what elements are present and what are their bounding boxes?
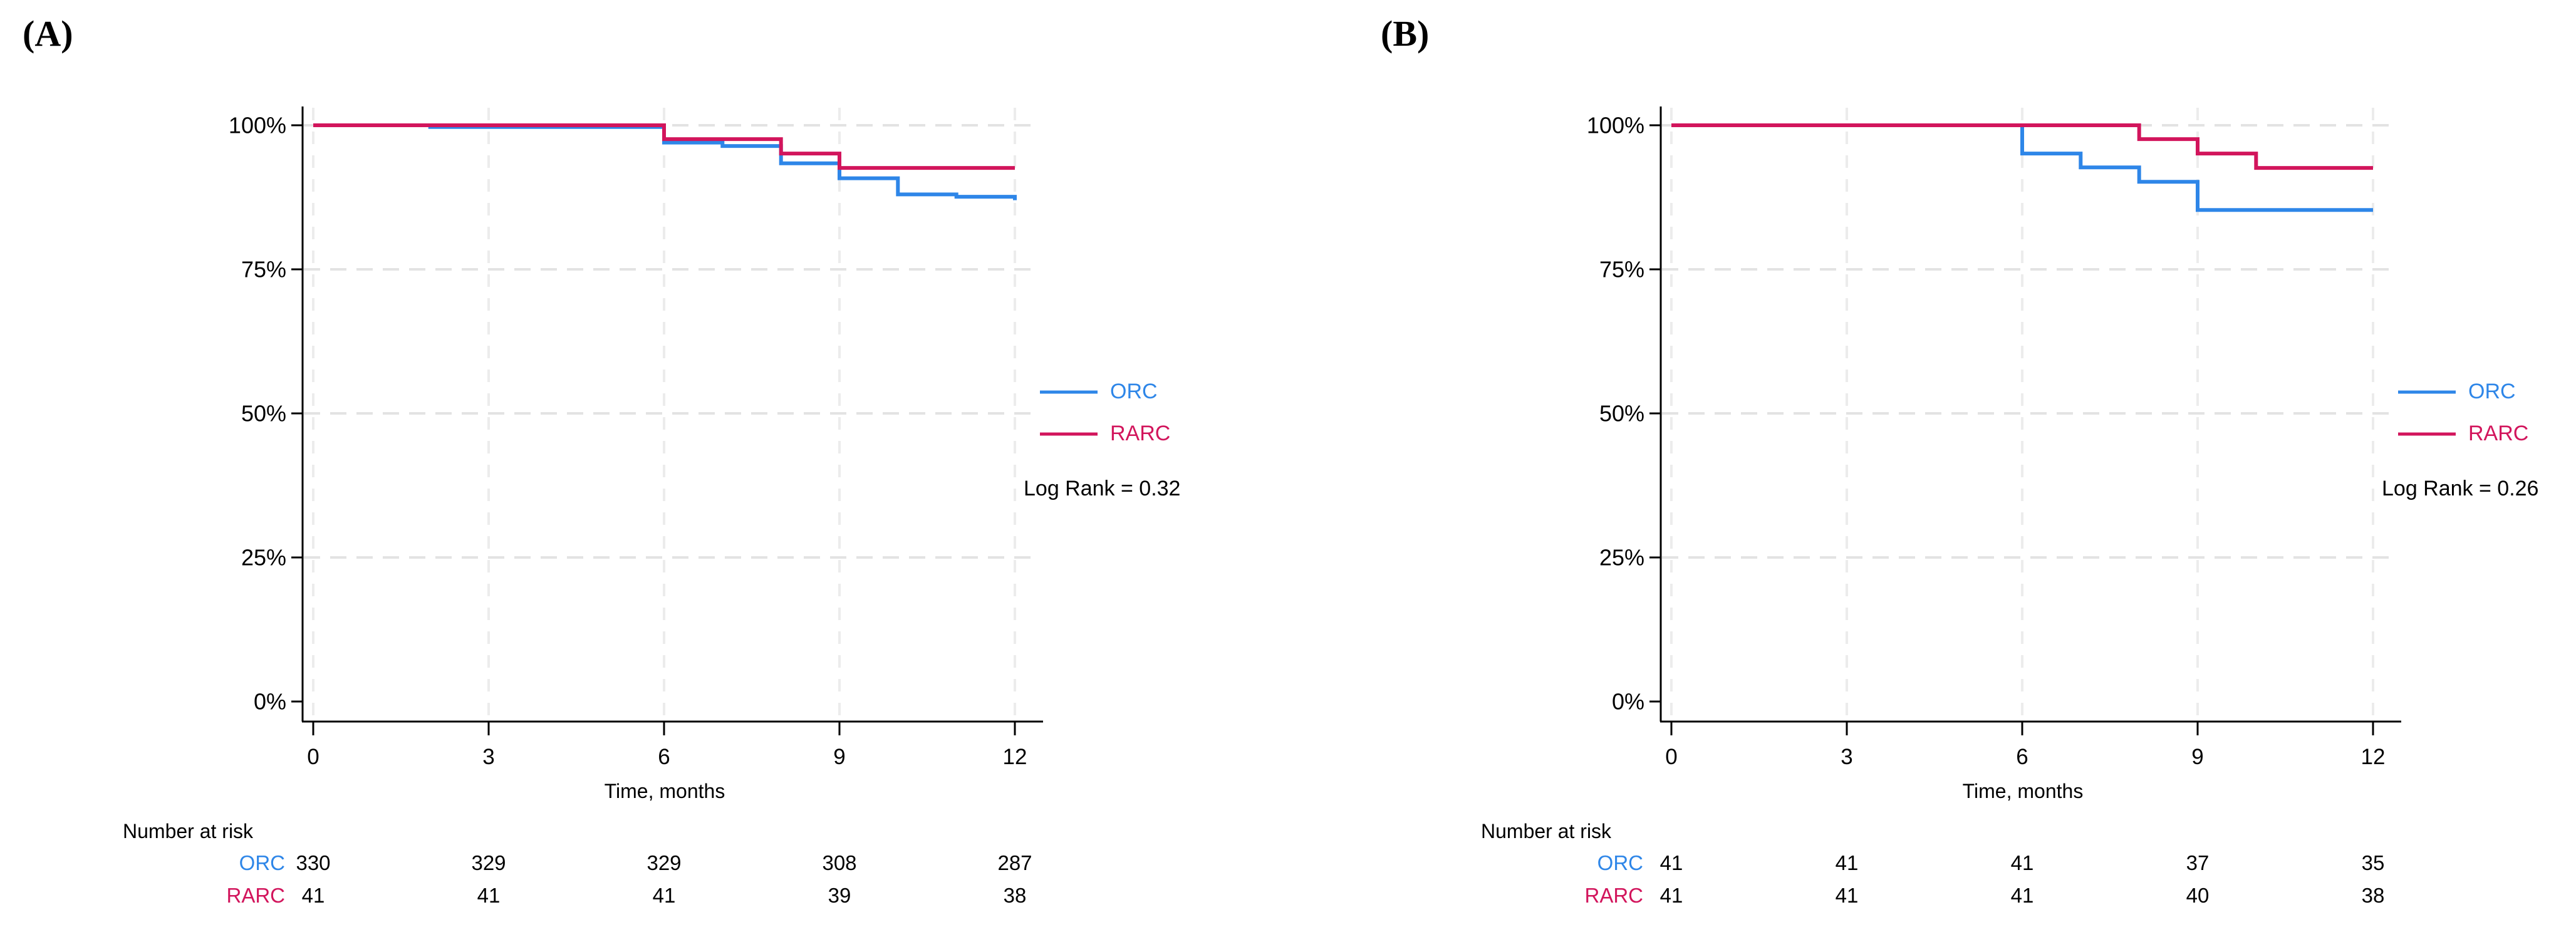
- x-tick-label: 0: [307, 745, 319, 769]
- legend-label-rarc-a: RARC: [1110, 422, 1171, 445]
- risk-count-orc-b: 41: [1835, 851, 1859, 874]
- risk-count-orc-b: 37: [2186, 851, 2210, 874]
- y-tick-label: 50%: [1599, 401, 1644, 427]
- km-plot-b: 0% 25% 50% 75% 100% 0 3 6 9 12: [1587, 106, 2456, 769]
- km-plot-a: 0% 25% 50% 75% 100% 0 3 6 9 12: [229, 106, 1098, 769]
- x-tick-label: 9: [833, 745, 845, 769]
- y-tick-label: 100%: [229, 113, 286, 138]
- risk-count-rarc-b: 41: [2010, 884, 2034, 907]
- x-tick-label: 3: [482, 745, 494, 769]
- risk-count-rarc-a: 41: [477, 884, 501, 907]
- risk-count-rarc-b: 41: [1835, 884, 1859, 907]
- risk-count-rarc-a: 41: [652, 884, 676, 907]
- risk-row-label-rarc-b: RARC: [1584, 884, 1643, 907]
- x-axis-title-a: Time, months: [604, 780, 725, 802]
- risk-row-label-rarc-a: RARC: [226, 884, 285, 907]
- y-tick-label: 0%: [254, 689, 286, 715]
- km-curve-rarc-b: [1671, 123, 2373, 170]
- risk-count-rarc-a: 39: [828, 884, 851, 907]
- risk-table-title-a: Number at risk: [123, 820, 254, 842]
- legend-label-orc-b: ORC: [2468, 380, 2516, 403]
- risk-table-title-b: Number at risk: [1481, 820, 1612, 842]
- x-tick-label: 0: [1665, 745, 1677, 769]
- risk-count-rarc-b: 38: [2361, 884, 2385, 907]
- risk-count-rarc-a: 41: [301, 884, 325, 907]
- y-tick-label: 100%: [1587, 113, 1644, 138]
- risk-row-label-orc-a: ORC: [239, 851, 285, 874]
- panel-b-label: (B): [1381, 13, 1430, 54]
- risk-count-orc-b: 35: [2361, 851, 2385, 874]
- x-tick-label: 6: [658, 745, 670, 769]
- risk-count-rarc-b: 40: [2186, 884, 2210, 907]
- risk-count-rarc-a: 38: [1003, 884, 1027, 907]
- y-tick-label: 25%: [1599, 545, 1644, 571]
- risk-count-orc-b: 41: [2010, 851, 2034, 874]
- log-rank-b: Log Rank = 0.26: [2382, 477, 2539, 500]
- risk-count-orc-a: 287: [997, 851, 1032, 874]
- risk-count-orc-a: 329: [647, 851, 682, 874]
- y-tick-label: 25%: [241, 545, 286, 571]
- x-tick-label: 12: [1003, 745, 1027, 769]
- y-tick-label: 50%: [241, 401, 286, 427]
- x-tick-label: 9: [2191, 745, 2203, 769]
- panel-a-label: (A): [23, 13, 73, 54]
- legend-label-orc-a: ORC: [1110, 380, 1158, 403]
- x-tick-label: 12: [2361, 745, 2386, 769]
- log-rank-a: Log Rank = 0.32: [1024, 477, 1181, 500]
- x-tick-label: 3: [1841, 745, 1852, 769]
- risk-count-orc-b: 41: [1659, 851, 1683, 874]
- y-tick-label: 75%: [241, 257, 286, 282]
- risk-count-orc-a: 329: [471, 851, 506, 874]
- km-curve-rarc-a: [313, 123, 1015, 170]
- x-axis-title-b: Time, months: [1962, 780, 2084, 802]
- risk-count-rarc-b: 41: [1659, 884, 1683, 907]
- risk-count-orc-a: 330: [296, 851, 331, 874]
- x-tick-label: 6: [2016, 745, 2028, 769]
- legend-label-rarc-b: RARC: [2468, 422, 2529, 445]
- y-tick-label: 0%: [1612, 689, 1644, 715]
- y-tick-label: 75%: [1599, 257, 1644, 282]
- risk-row-label-orc-b: ORC: [1597, 851, 1643, 874]
- risk-count-orc-a: 308: [822, 851, 857, 874]
- km-curve-orc-b: [1671, 123, 2373, 212]
